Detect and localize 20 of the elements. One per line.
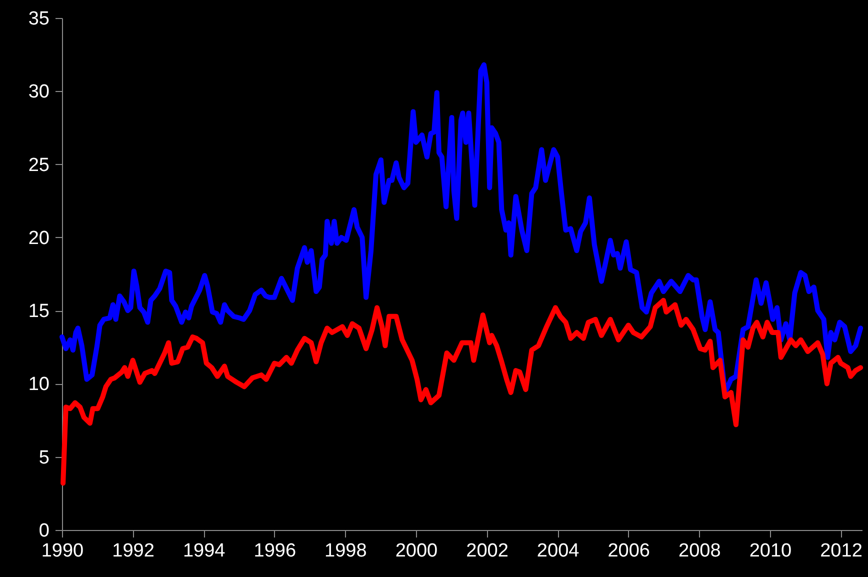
x-tick-label: 1996 [254, 540, 296, 562]
x-tick-label: 1998 [324, 540, 367, 562]
y-tick-label: 0 [38, 520, 50, 542]
x-tick-label: 2004 [536, 540, 580, 562]
x-tick-label: 2008 [678, 540, 721, 562]
x-tick-label: 1990 [41, 540, 84, 562]
y-tick-label: 10 [28, 374, 50, 396]
x-tick-label: 1994 [182, 540, 226, 562]
y-tick-label: 30 [28, 82, 50, 103]
x-tick-label: 2010 [749, 540, 792, 562]
y-tick-label: 25 [28, 154, 50, 176]
x-tick-label: 2000 [395, 540, 438, 562]
y-tick-label: 5 [38, 447, 50, 468]
y-tick-label: 20 [28, 228, 50, 249]
y-tick-label: 35 [28, 8, 50, 30]
x-tick-label: 2006 [608, 540, 650, 562]
y-tick-label: 15 [28, 301, 50, 322]
x-tick-label: 2002 [466, 540, 508, 562]
x-tick-label: 2012 [820, 540, 862, 562]
x-tick-label: 1992 [112, 540, 154, 562]
